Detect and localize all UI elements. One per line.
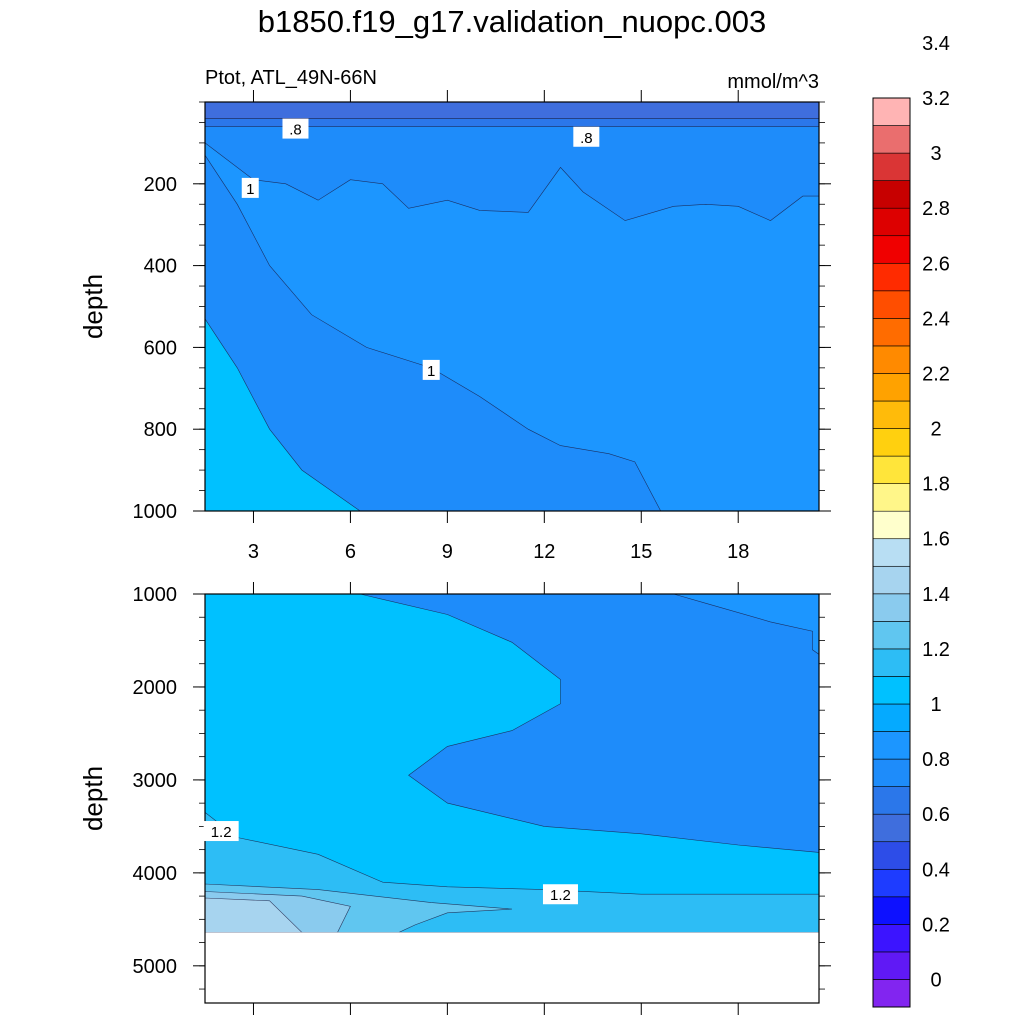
y-tick-label: 1000: [133, 584, 178, 606]
y-tick-label: 200: [144, 174, 177, 196]
colorbar-label: 0.4: [922, 859, 950, 881]
y-tick-label: 2000: [133, 677, 178, 699]
variable-label: Ptot, ATL_49N-66N: [205, 67, 377, 89]
colorbar-swatch: [872, 483, 911, 512]
y-axis-label: depth: [78, 766, 108, 831]
x-tick-label: 18: [727, 541, 749, 563]
colorbar-swatch: [872, 896, 911, 925]
contour-label: .8: [580, 130, 593, 147]
colorbar-label: 3: [930, 143, 941, 165]
colorbar-swatch: [872, 428, 911, 457]
x-tick-label: 6: [345, 541, 356, 563]
colorbar-frame: [872, 97, 911, 1008]
y-tick-label: 4000: [133, 863, 178, 885]
colorbar-swatch: [872, 951, 911, 980]
colorbar-swatch: [872, 345, 911, 374]
colorbar-swatch: [872, 868, 911, 898]
colorbar-label: 2.6: [922, 253, 950, 275]
colorbar-swatch: [872, 510, 911, 540]
colorbar-swatch: [872, 125, 911, 154]
colorbar: 0 0.2 0.4 0.6 0.8 1 1.2 1.4 1.6 1.8 2 2.2 2.4 2.6 2.8 3…: [872, 33, 950, 1008]
colorbar-label: 1: [930, 694, 941, 716]
colorbar-label: 1.6: [922, 529, 950, 551]
colorbar-label: 1.4: [922, 584, 950, 606]
colorbar-label: 0: [930, 969, 941, 991]
contour-label-box: [203, 821, 239, 842]
colorbar-swatch: [872, 731, 911, 760]
contour-label-box: [542, 884, 578, 905]
units-label: mmol/m^3: [727, 71, 819, 93]
y-tick-label: 600: [144, 337, 177, 359]
colorbar-label: 2: [930, 419, 941, 441]
colorbar-swatch: [872, 786, 911, 815]
contour-region: [204, 154, 662, 512]
contour-label: 1: [427, 363, 435, 380]
contour-label-box: [422, 359, 440, 380]
plot-frame: [204, 593, 820, 1004]
colorbar-swatch: [872, 538, 911, 567]
colorbar-swatch: [872, 318, 911, 347]
colorbar-swatch: [872, 373, 911, 402]
x-tick-label: 3: [248, 541, 259, 563]
panel-lower: 1000 2000 3000 4000 5000 depth 1.2 1.2: [78, 582, 831, 1015]
panel-upper: 200 400 600 800 1000 3 6 9 12 15 18 depth .8 .8 1 1 Ptot…: [78, 67, 831, 563]
y-axis-label: depth: [78, 274, 108, 339]
colorbar-swatch: [872, 152, 911, 181]
contour-label-box: [241, 177, 259, 198]
x-tick-label: 9: [442, 541, 453, 563]
colorbar-swatch: [872, 676, 911, 705]
colorbar-swatch: [872, 621, 911, 650]
colorbar-swatch: [872, 455, 911, 484]
colorbar-swatch: [872, 924, 911, 953]
missing-data-mask: [205, 932, 819, 1003]
colorbar-swatch: [872, 400, 911, 429]
colorbar-swatch: [872, 758, 911, 787]
colorbar-label: 2.4: [922, 308, 950, 330]
colorbar-swatch: [872, 841, 911, 870]
colorbar-swatch: [872, 593, 911, 622]
contour-region: [204, 101, 820, 119]
contour-label: .8: [289, 122, 302, 139]
y-tick-label: 800: [144, 419, 177, 441]
contour-label: 1.2: [550, 887, 571, 904]
contour-label-box: [282, 118, 309, 139]
colorbar-label: 0.2: [922, 914, 950, 936]
colorbar-swatch: [872, 207, 911, 237]
colorbar-label: 2.2: [922, 363, 950, 385]
y-tick-label: 1000: [133, 501, 178, 523]
x-tick-label: 12: [533, 541, 555, 563]
chart-title: b1850.f19_g17.validation_nuopc.003: [257, 4, 767, 39]
colorbar-label: 3.2: [922, 88, 950, 110]
colorbar-label: 1.2: [922, 639, 950, 661]
colorbar-label: 1.8: [922, 474, 950, 496]
colorbar-swatch: [872, 813, 911, 843]
colorbar-swatch: [872, 703, 911, 732]
colorbar-swatch: [872, 235, 911, 264]
contour-label-box: [573, 126, 600, 147]
colorbar-label: 0.6: [922, 804, 950, 826]
colorbar-label: 2.8: [922, 198, 950, 220]
colorbar-swatch: [872, 290, 911, 319]
colorbar-swatch: [872, 180, 911, 209]
contour-label: 1: [246, 181, 254, 198]
colorbar-swatch: [872, 979, 911, 1008]
colorbar-swatch: [872, 648, 911, 677]
colorbar-label: 3.4: [922, 33, 950, 55]
y-tick-label: 3000: [133, 770, 178, 792]
colorbar-swatch: [872, 565, 911, 595]
y-tick-label: 400: [144, 256, 177, 278]
contour-label: 1.2: [211, 824, 232, 841]
colorbar-label: 0.8: [922, 749, 950, 771]
colorbar-swatch: [872, 262, 911, 292]
x-tick-label: 15: [630, 541, 652, 563]
colorbar-swatch: [872, 97, 911, 126]
y-tick-label: 5000: [133, 956, 178, 978]
